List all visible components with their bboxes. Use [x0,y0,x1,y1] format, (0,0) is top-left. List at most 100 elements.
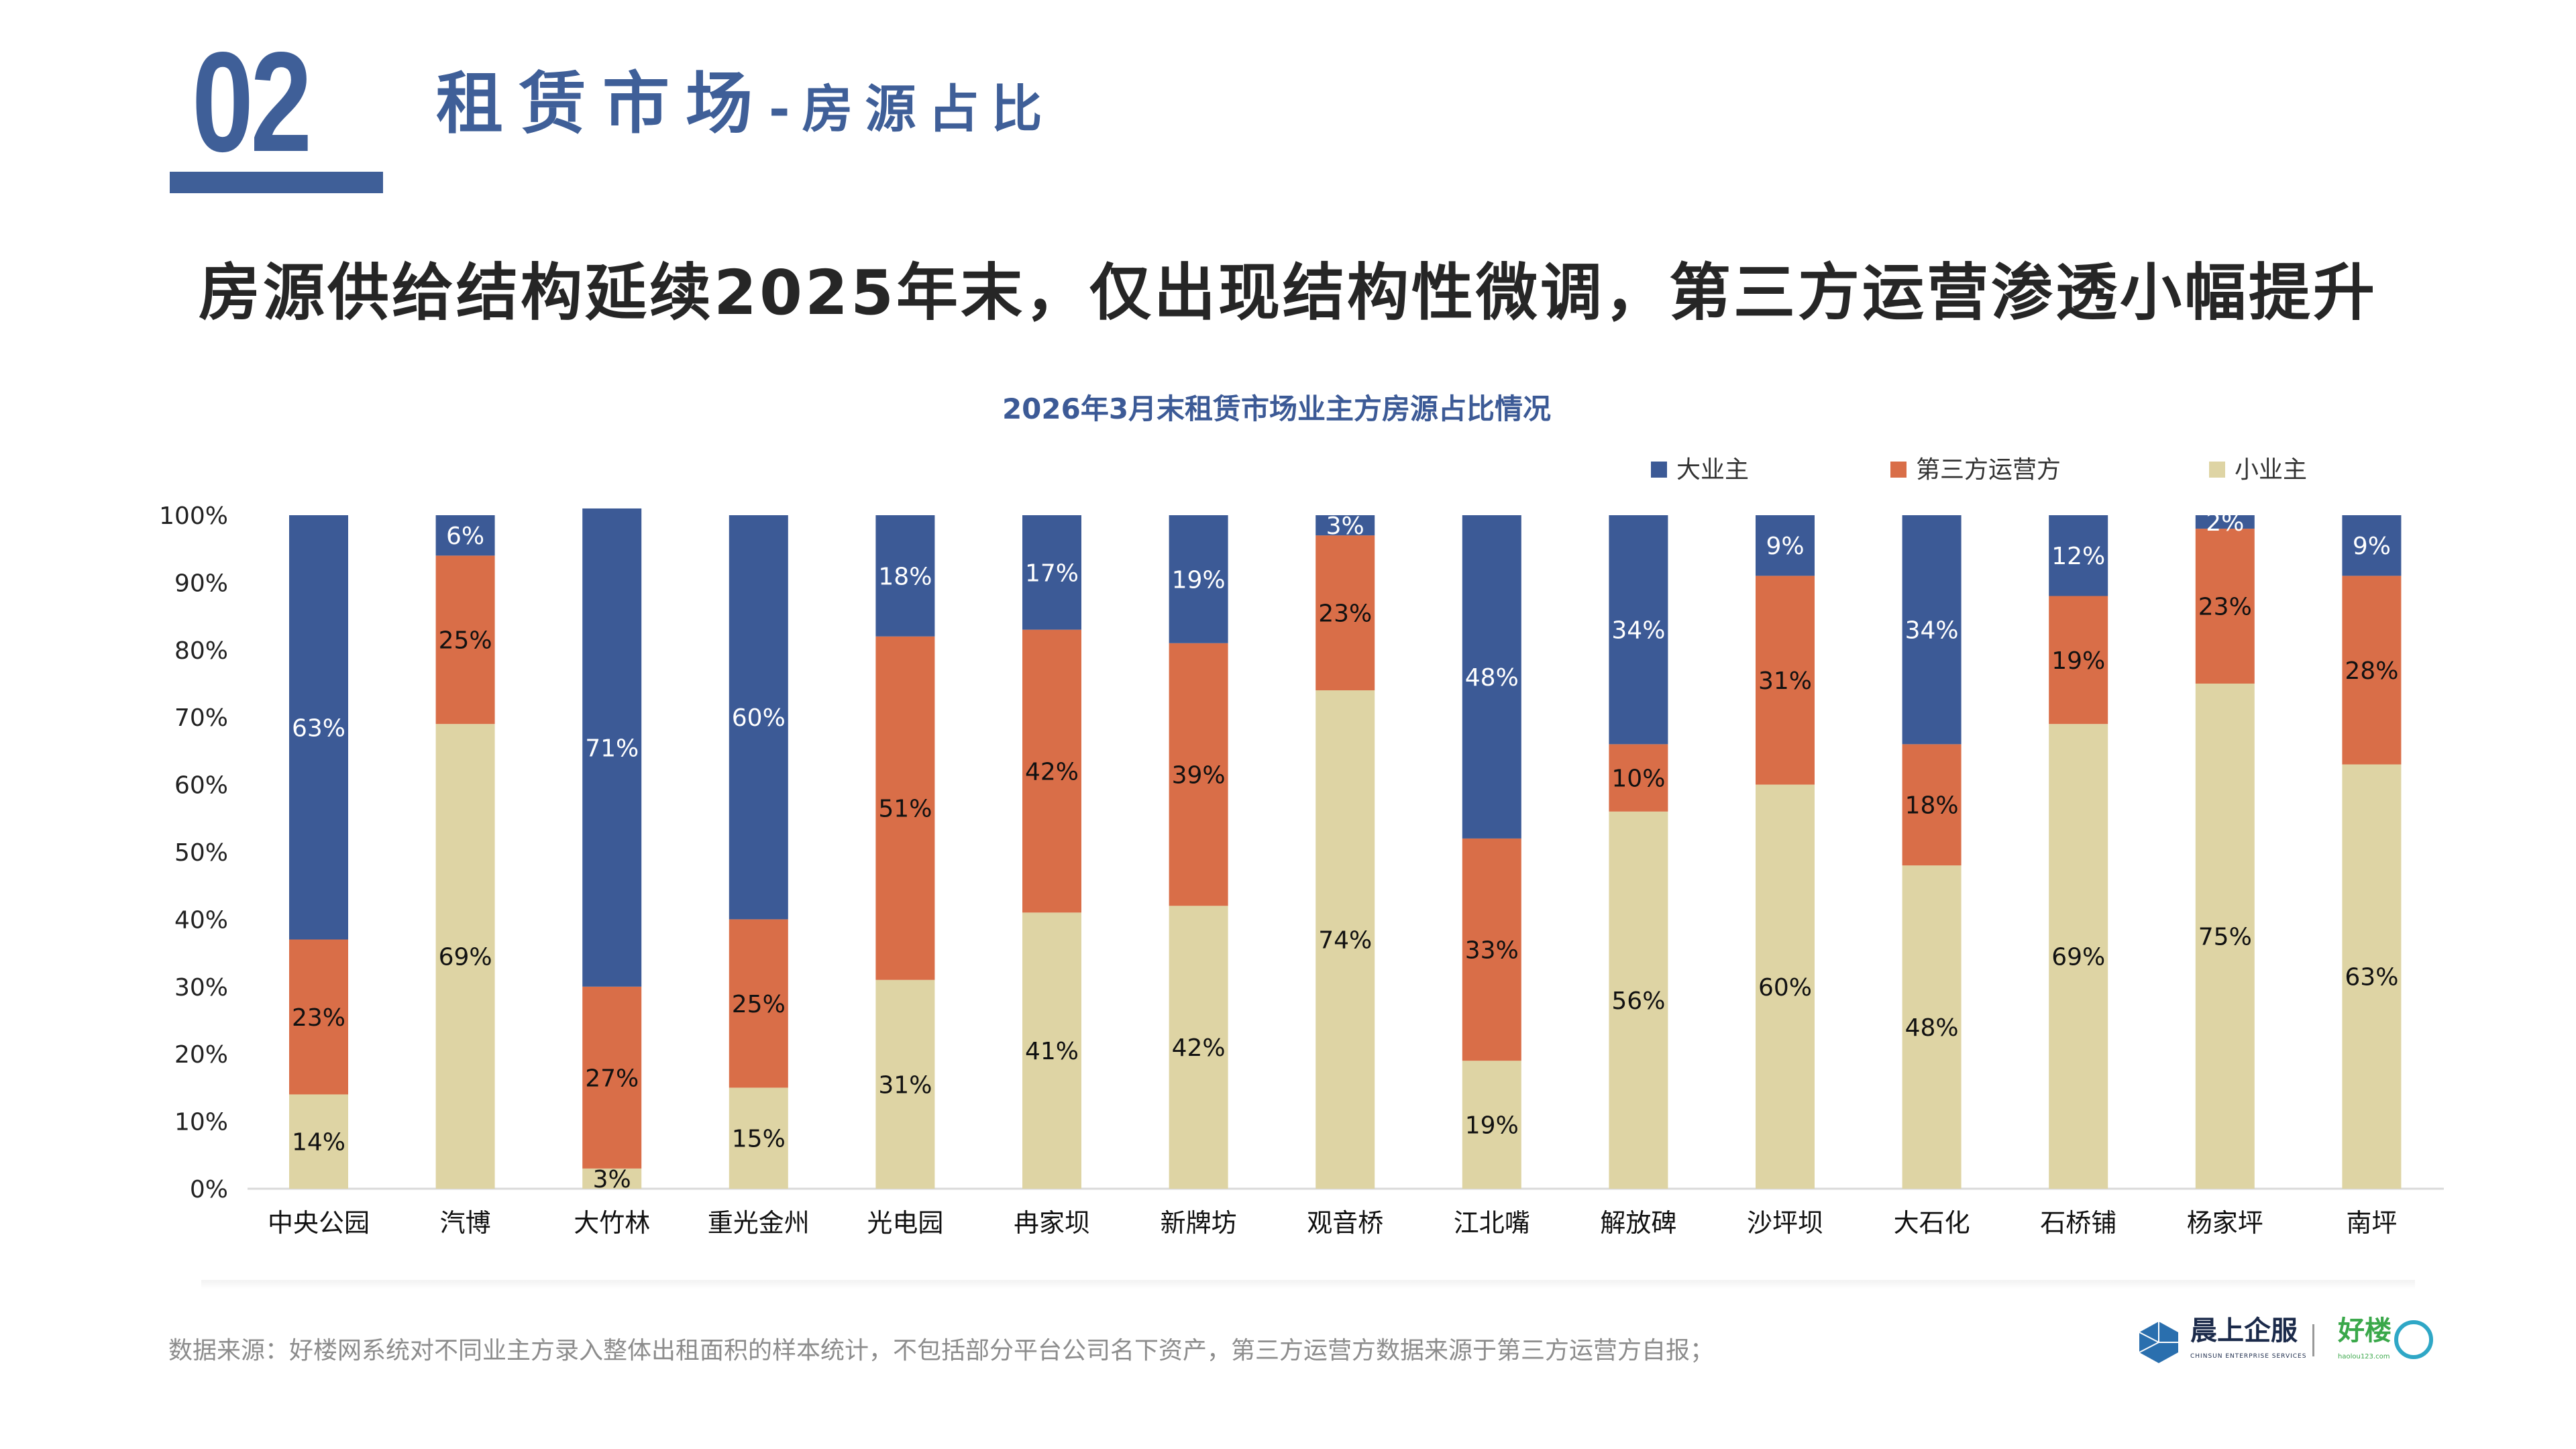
data-label: 3% [593,1166,631,1193]
legend-swatch [1651,462,1667,478]
data-label: 23% [292,1004,345,1032]
bar-segment [435,555,495,724]
y-tick-label: 20% [174,1041,228,1069]
bar-segment [729,515,788,920]
data-label: 60% [732,704,786,732]
data-label: 39% [1172,762,1226,790]
data-label: 33% [1465,937,1519,965]
bar-segment [1316,690,1375,1189]
y-tick-label: 90% [174,570,228,597]
data-label: 25% [732,991,786,1018]
data-label: 15% [732,1126,786,1153]
bar-segment [2195,684,2255,1189]
bar-segment [1022,515,1081,630]
x-tick-label: 杨家坪 [2187,1208,2263,1238]
divider-shadow [201,1280,2415,1289]
x-tick-label: 中央公园 [268,1208,370,1238]
bar-segment [729,1087,788,1189]
bar-segment [289,939,348,1095]
data-label: 23% [2198,594,2252,621]
data-label: 18% [878,563,932,590]
data-label: 12% [2051,543,2105,570]
bar-segment [2049,596,2108,724]
haolou-logo-en: haolou123.com [2338,1353,2390,1360]
x-tick-label: 观音桥 [1307,1208,1383,1238]
bar-segment [1902,515,1962,745]
bar-segment [2049,724,2108,1189]
data-label: 18% [1905,792,1959,820]
bar-segment [1756,784,1815,1189]
bar-segment [1022,912,1081,1189]
bar-segment [1169,906,1228,1189]
x-tick-label: 光电园 [867,1208,943,1238]
x-tick-label: 冉家坝 [1014,1208,1090,1238]
bar-segment [435,724,495,1189]
x-tick-label: 大竹林 [574,1208,650,1238]
haolou-building-icon [2394,1320,2433,1359]
x-tick-label: 南坪 [2346,1208,2397,1238]
y-tick-label: 0% [190,1176,228,1203]
chinsun-logo-en: CHINSUN ENTERPRISE SERVICES [2190,1353,2307,1360]
data-label: 9% [1766,533,1804,560]
bar-segment [582,508,642,987]
data-label: 51% [878,796,932,823]
bar-segment [875,636,935,980]
section-number: 02 [192,22,312,181]
logos: 晨上企服 CHINSUN ENTERPRISE SERVICES 好楼 haol… [2137,1315,2433,1383]
bar-segment [2049,515,2108,596]
bar-segment [289,1094,348,1189]
bar-segment [1756,576,1815,785]
data-label: 19% [2051,647,2105,675]
chinsun-logo-text: 晨上企服 [2190,1315,2298,1346]
section-title-main: 租赁市场 [436,64,769,143]
data-label: 23% [1318,600,1372,628]
data-label: 75% [2198,924,2252,951]
data-label: 9% [2353,533,2391,560]
data-label: 69% [2051,944,2105,971]
bar-segment [875,979,935,1189]
bar-segment [582,1168,642,1189]
section-subtitle: -房源占比 [769,79,1055,139]
data-label: 25% [439,627,492,655]
data-label: 63% [2345,964,2398,991]
data-label: 27% [585,1065,639,1092]
data-label: 42% [1025,759,1079,786]
x-tick-label: 解放碑 [1600,1208,1676,1238]
chinsun-logo-icon [2139,1322,2178,1363]
logo-separator [2312,1324,2314,1356]
bar-segment [1462,515,1521,839]
data-label: 34% [1611,617,1665,645]
y-tick-label: 50% [174,839,228,867]
y-tick-label: 60% [174,772,228,800]
bar-segment [289,515,348,940]
bar-segment [1462,1061,1521,1189]
y-tick-label: 30% [174,974,228,1002]
x-tick-label: 石桥铺 [2040,1208,2116,1238]
data-label: 63% [292,714,345,742]
data-label: 56% [1611,987,1665,1015]
y-tick-label: 10% [174,1109,228,1136]
y-tick-label: 80% [174,637,228,665]
x-tick-label: 大石化 [1894,1208,1970,1238]
bar-segment [729,919,788,1088]
data-label: 10% [1611,765,1665,793]
bar-segment [1316,535,1375,691]
data-label: 34% [1905,617,1959,645]
y-tick-label: 100% [159,502,228,530]
data-label: 71% [585,735,639,762]
data-label: 42% [1172,1034,1226,1062]
section-title: 租赁市场-房源占比 [436,70,1055,138]
section-underline [170,172,383,193]
x-tick-label: 重光金州 [708,1208,810,1238]
bar-segment [435,515,495,556]
data-label: 48% [1465,664,1519,692]
bar-segment [1609,515,1668,745]
bar-segment [1022,629,1081,913]
data-label: 14% [292,1129,345,1157]
data-label: 3% [1326,513,1364,540]
x-tick-label: 江北嘴 [1454,1208,1530,1238]
headline: 房源供给结构延续2025年末，仅出现结构性微调，第三方运营渗透小幅提升 [198,257,2378,329]
data-label: 17% [1025,559,1079,587]
chart-title: 2026年3月末租赁市场业主方房源占比情况 [1002,392,1551,425]
